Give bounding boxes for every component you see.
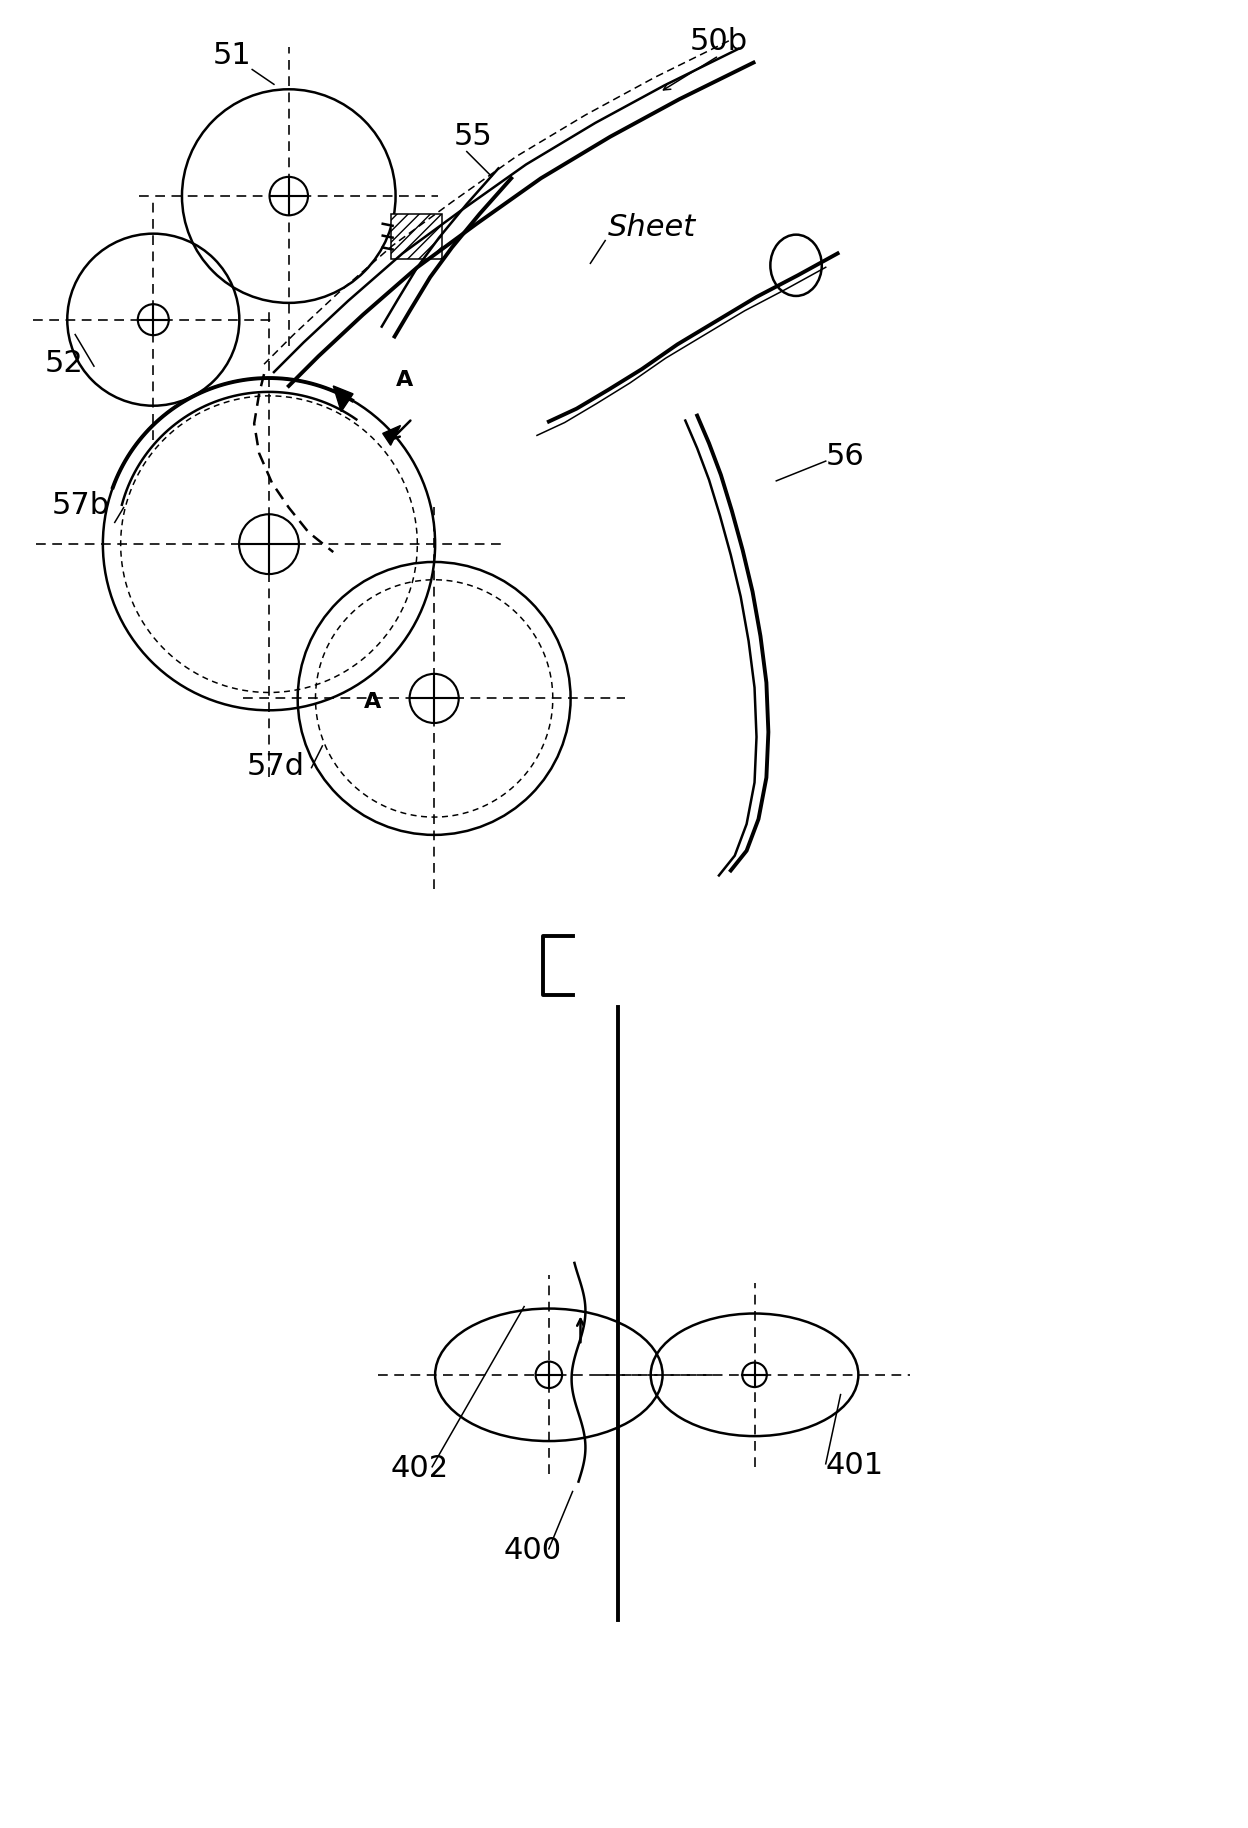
Text: Sheet: Sheet [608,212,696,241]
Text: 52: 52 [45,349,84,378]
Text: 401: 401 [826,1451,884,1479]
Text: 50b: 50b [689,27,748,55]
Text: 402: 402 [391,1453,449,1483]
Text: 400: 400 [503,1536,562,1565]
Text: 55: 55 [454,122,493,150]
Text: 57d: 57d [246,751,305,781]
Text: 57b: 57b [51,492,110,521]
Polygon shape [383,426,401,446]
Text: 56: 56 [826,442,865,472]
Polygon shape [333,386,353,411]
Text: 51: 51 [213,40,252,69]
Text: A: A [396,369,413,389]
Polygon shape [391,214,442,260]
Text: A: A [364,693,382,713]
